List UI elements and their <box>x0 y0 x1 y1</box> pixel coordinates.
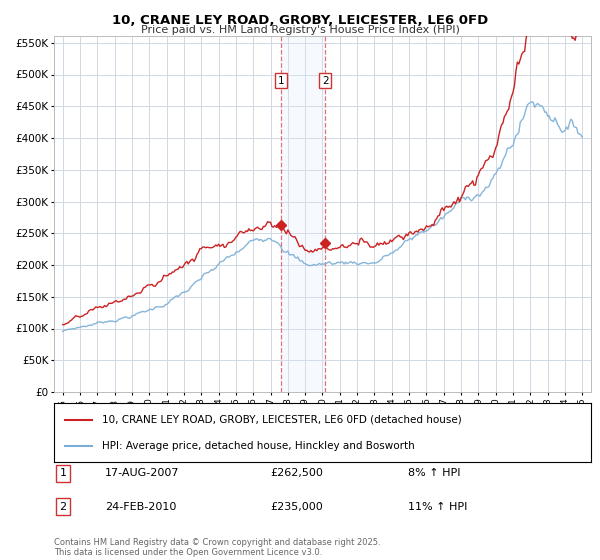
Text: 17-AUG-2007: 17-AUG-2007 <box>105 468 179 478</box>
Text: HPI: Average price, detached house, Hinckley and Bosworth: HPI: Average price, detached house, Hinc… <box>103 441 415 451</box>
Text: 8% ↑ HPI: 8% ↑ HPI <box>408 468 461 478</box>
Text: 10, CRANE LEY ROAD, GROBY, LEICESTER, LE6 0FD (detached house): 10, CRANE LEY ROAD, GROBY, LEICESTER, LE… <box>103 414 462 424</box>
Text: Contains HM Land Registry data © Crown copyright and database right 2025.
This d: Contains HM Land Registry data © Crown c… <box>54 538 380 557</box>
Text: 1: 1 <box>277 76 284 86</box>
Text: 2: 2 <box>322 76 329 86</box>
Text: £262,500: £262,500 <box>270 468 323 478</box>
Bar <box>281 36 325 392</box>
Text: Price paid vs. HM Land Registry's House Price Index (HPI): Price paid vs. HM Land Registry's House … <box>140 25 460 35</box>
Text: 11% ↑ HPI: 11% ↑ HPI <box>408 502 467 512</box>
Text: £235,000: £235,000 <box>270 502 323 512</box>
Text: 1: 1 <box>59 468 67 478</box>
Text: 10, CRANE LEY ROAD, GROBY, LEICESTER, LE6 0FD: 10, CRANE LEY ROAD, GROBY, LEICESTER, LE… <box>112 14 488 27</box>
Text: 2: 2 <box>59 502 67 512</box>
Text: 24-FEB-2010: 24-FEB-2010 <box>105 502 176 512</box>
